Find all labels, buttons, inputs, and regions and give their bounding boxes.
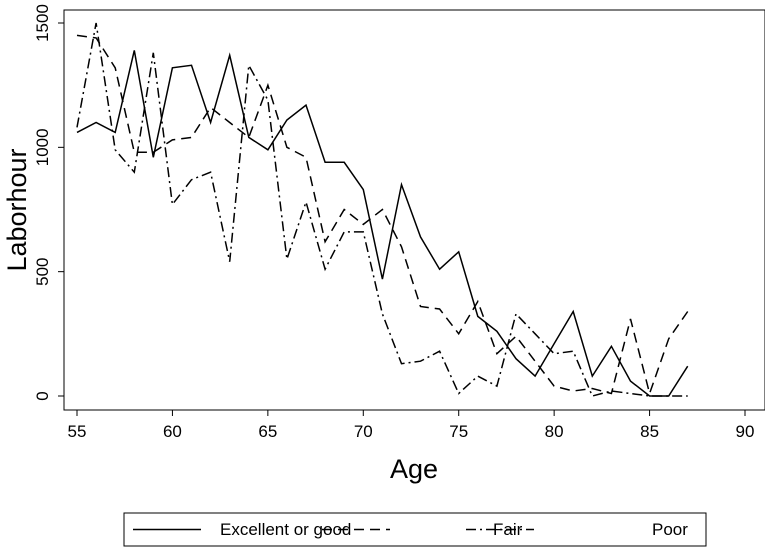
legend: Excellent or good Fair Poor [123, 512, 707, 547]
series-line-2 [76, 34, 689, 397]
series-lines [76, 22, 689, 397]
x-tick-label: 55 [68, 422, 87, 441]
x-tick-label: 65 [258, 422, 277, 441]
legend-box [123, 512, 707, 547]
x-tick-label: 80 [545, 422, 564, 441]
x-axis-title: Age [390, 454, 438, 484]
y-tick-label: 1000 [33, 128, 52, 166]
x-tick-label: 85 [640, 422, 659, 441]
plot-frame [63, 9, 765, 411]
y-axis-ticks: 0 500 1000 1500 [33, 4, 64, 401]
y-tick-label: 500 [33, 257, 52, 285]
series-line-1 [76, 50, 689, 397]
legend-items: Excellent or good Fair Poor [133, 520, 688, 539]
x-tick-label: 90 [736, 422, 755, 441]
x-tick-label: 70 [354, 422, 373, 441]
y-axis-title: Laborhour [2, 148, 32, 271]
x-tick-label: 75 [449, 422, 468, 441]
y-tick-label: 0 [33, 391, 52, 400]
plot-area [63, 9, 765, 411]
legend-label-1: Excellent or good [220, 520, 351, 539]
x-axis-ticks: 55 60 65 70 75 80 85 90 [68, 410, 755, 441]
x-tick-label: 60 [163, 422, 182, 441]
y-tick-label: 1500 [33, 4, 52, 42]
series-line-3 [76, 22, 688, 397]
legend-label-3: Poor [652, 520, 688, 539]
